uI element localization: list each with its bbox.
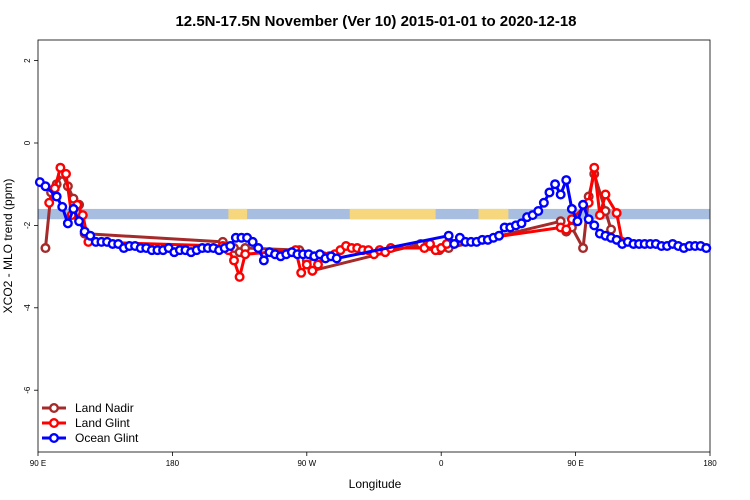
ocean-glint-point	[253, 243, 264, 254]
legend-marker-land-nadir	[49, 403, 60, 414]
ocean-glint-point	[544, 187, 555, 198]
x-axis-label: Longitude	[349, 477, 402, 491]
ocean-glint-point	[85, 230, 96, 241]
ocean-glint-point	[494, 230, 505, 241]
x-tick-label: 90 W	[297, 459, 316, 468]
land-glint-point	[307, 265, 318, 276]
y-axis-label: XCO2 - MLO trend (ppm)	[1, 179, 15, 314]
land-nadir-segment	[83, 232, 225, 244]
series-layer	[34, 162, 712, 282]
y-tick-label: -4	[23, 304, 32, 312]
ocean-glint-point	[550, 179, 561, 190]
land-glint-point	[594, 210, 605, 221]
ocean-glint-point	[68, 203, 79, 214]
ocean-glint-point	[258, 255, 269, 266]
land-glint-point	[296, 267, 307, 278]
ocean-glint-point	[578, 199, 589, 210]
ocean-glint-point	[555, 189, 566, 200]
land-glint-segment	[587, 166, 596, 205]
ocean-glint-point	[331, 253, 342, 264]
land-nadir-point	[578, 243, 589, 254]
ocean-glint-point	[566, 203, 577, 214]
ocean-glint-point	[51, 191, 62, 202]
land-glint-segment	[592, 166, 602, 217]
ocean-glint-point	[538, 197, 549, 208]
ocean-glint-point	[701, 243, 712, 254]
land-glint-point	[228, 255, 239, 266]
x-tick-label: 180	[703, 459, 717, 468]
ocean-glint-point	[57, 201, 68, 212]
ocean-glint-point	[74, 216, 85, 227]
land-ocean-band	[38, 208, 710, 220]
land-glint-point	[589, 162, 600, 173]
land-glint-point	[55, 162, 66, 173]
y-tick-label: 0	[23, 140, 32, 145]
x-axis: 90 E 180 90 W 0 90 E 180	[30, 452, 717, 468]
chart-title: 12.5N-17.5N November (Ver 10) 2015-01-01…	[175, 13, 576, 30]
x-tick-label: 90 E	[30, 459, 46, 468]
land-glint-point	[61, 168, 72, 179]
legend-marker-land-glint	[49, 418, 60, 429]
land-glint-point	[44, 197, 55, 208]
x-tick-label: 180	[166, 459, 180, 468]
x-tick-label: 90 E	[567, 459, 583, 468]
y-axis: 2 0 -2 -4 -6	[23, 58, 38, 394]
land-glint-point	[240, 249, 251, 260]
ocean-glint-segment	[335, 234, 451, 260]
land-glint-point	[611, 208, 622, 219]
ocean-glint-point	[40, 181, 51, 192]
y-tick-label: -2	[23, 221, 32, 229]
land-glint-point	[234, 271, 245, 282]
series-ocean-glint	[34, 175, 712, 266]
ocean-glint-point	[516, 218, 527, 229]
ocean-glint-point	[533, 205, 544, 216]
ocean-glint-point	[443, 230, 454, 241]
ocean-glint-point	[449, 238, 460, 249]
land-segment	[478, 208, 509, 220]
legend-label-land-nadir: Land Nadir	[75, 401, 134, 415]
ocean-glint-point	[589, 220, 600, 231]
legend-label-ocean-glint: Ocean Glint	[75, 431, 139, 445]
ocean-glint-point	[62, 218, 73, 229]
y-tick-label: 2	[23, 58, 32, 63]
land-segment	[228, 208, 248, 220]
land-glint-point	[561, 224, 572, 235]
land-nadir-point	[40, 243, 51, 254]
land-glint-point	[600, 189, 611, 200]
y-tick-label: -6	[23, 386, 32, 394]
ocean-glint-point	[572, 216, 583, 227]
x-tick-label: 0	[439, 459, 444, 468]
ocean-glint-point	[561, 175, 572, 186]
ocean-glint-point	[583, 214, 594, 225]
land-glint-point	[301, 259, 312, 270]
ocean-glint-point	[225, 240, 236, 251]
legend-marker-ocean-glint	[49, 433, 60, 444]
land-glint-point	[313, 259, 324, 270]
ocean-glint-point	[247, 236, 258, 247]
legend-label-land-glint: Land Glint	[75, 416, 130, 430]
land-segment	[349, 208, 436, 220]
